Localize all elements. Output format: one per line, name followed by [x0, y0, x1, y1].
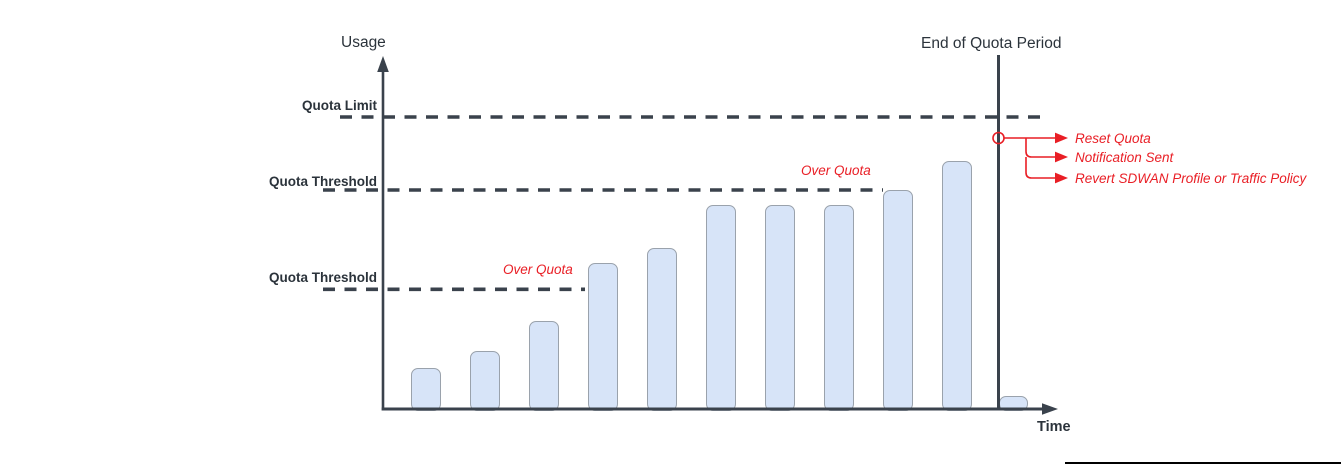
- quota-threshold-upper-label: Quota Threshold: [269, 174, 377, 189]
- quota-threshold-lower-label: Quota Threshold: [269, 270, 377, 285]
- x-axis-title: Time: [1037, 419, 1071, 435]
- usage-bar: [647, 248, 677, 411]
- event-label-reset-quota: Reset Quota: [1075, 131, 1151, 146]
- usage-bar: [765, 204, 795, 411]
- usage-bar: [706, 204, 736, 411]
- usage-bar: [942, 160, 972, 411]
- y-axis-title: Usage: [341, 34, 386, 51]
- end-of-quota-period-label: End of Quota Period: [921, 35, 1062, 52]
- over-quota-lower-annotation: Over Quota: [503, 262, 573, 277]
- usage-bar: [529, 321, 559, 411]
- usage-bar: [824, 204, 854, 411]
- event-label-revert-profile: Revert SDWAN Profile or Traffic Policy: [1075, 171, 1307, 186]
- event-label-notification-sent: Notification Sent: [1075, 150, 1174, 165]
- usage-bar: [411, 368, 441, 411]
- usage-bar: [470, 350, 500, 411]
- usage-bar-after-reset: [999, 395, 1028, 411]
- usage-bar: [588, 263, 618, 411]
- quota-limit-label: Quota Limit: [302, 98, 377, 113]
- over-quota-upper-annotation: Over Quota: [801, 163, 871, 178]
- usage-bar: [883, 190, 913, 411]
